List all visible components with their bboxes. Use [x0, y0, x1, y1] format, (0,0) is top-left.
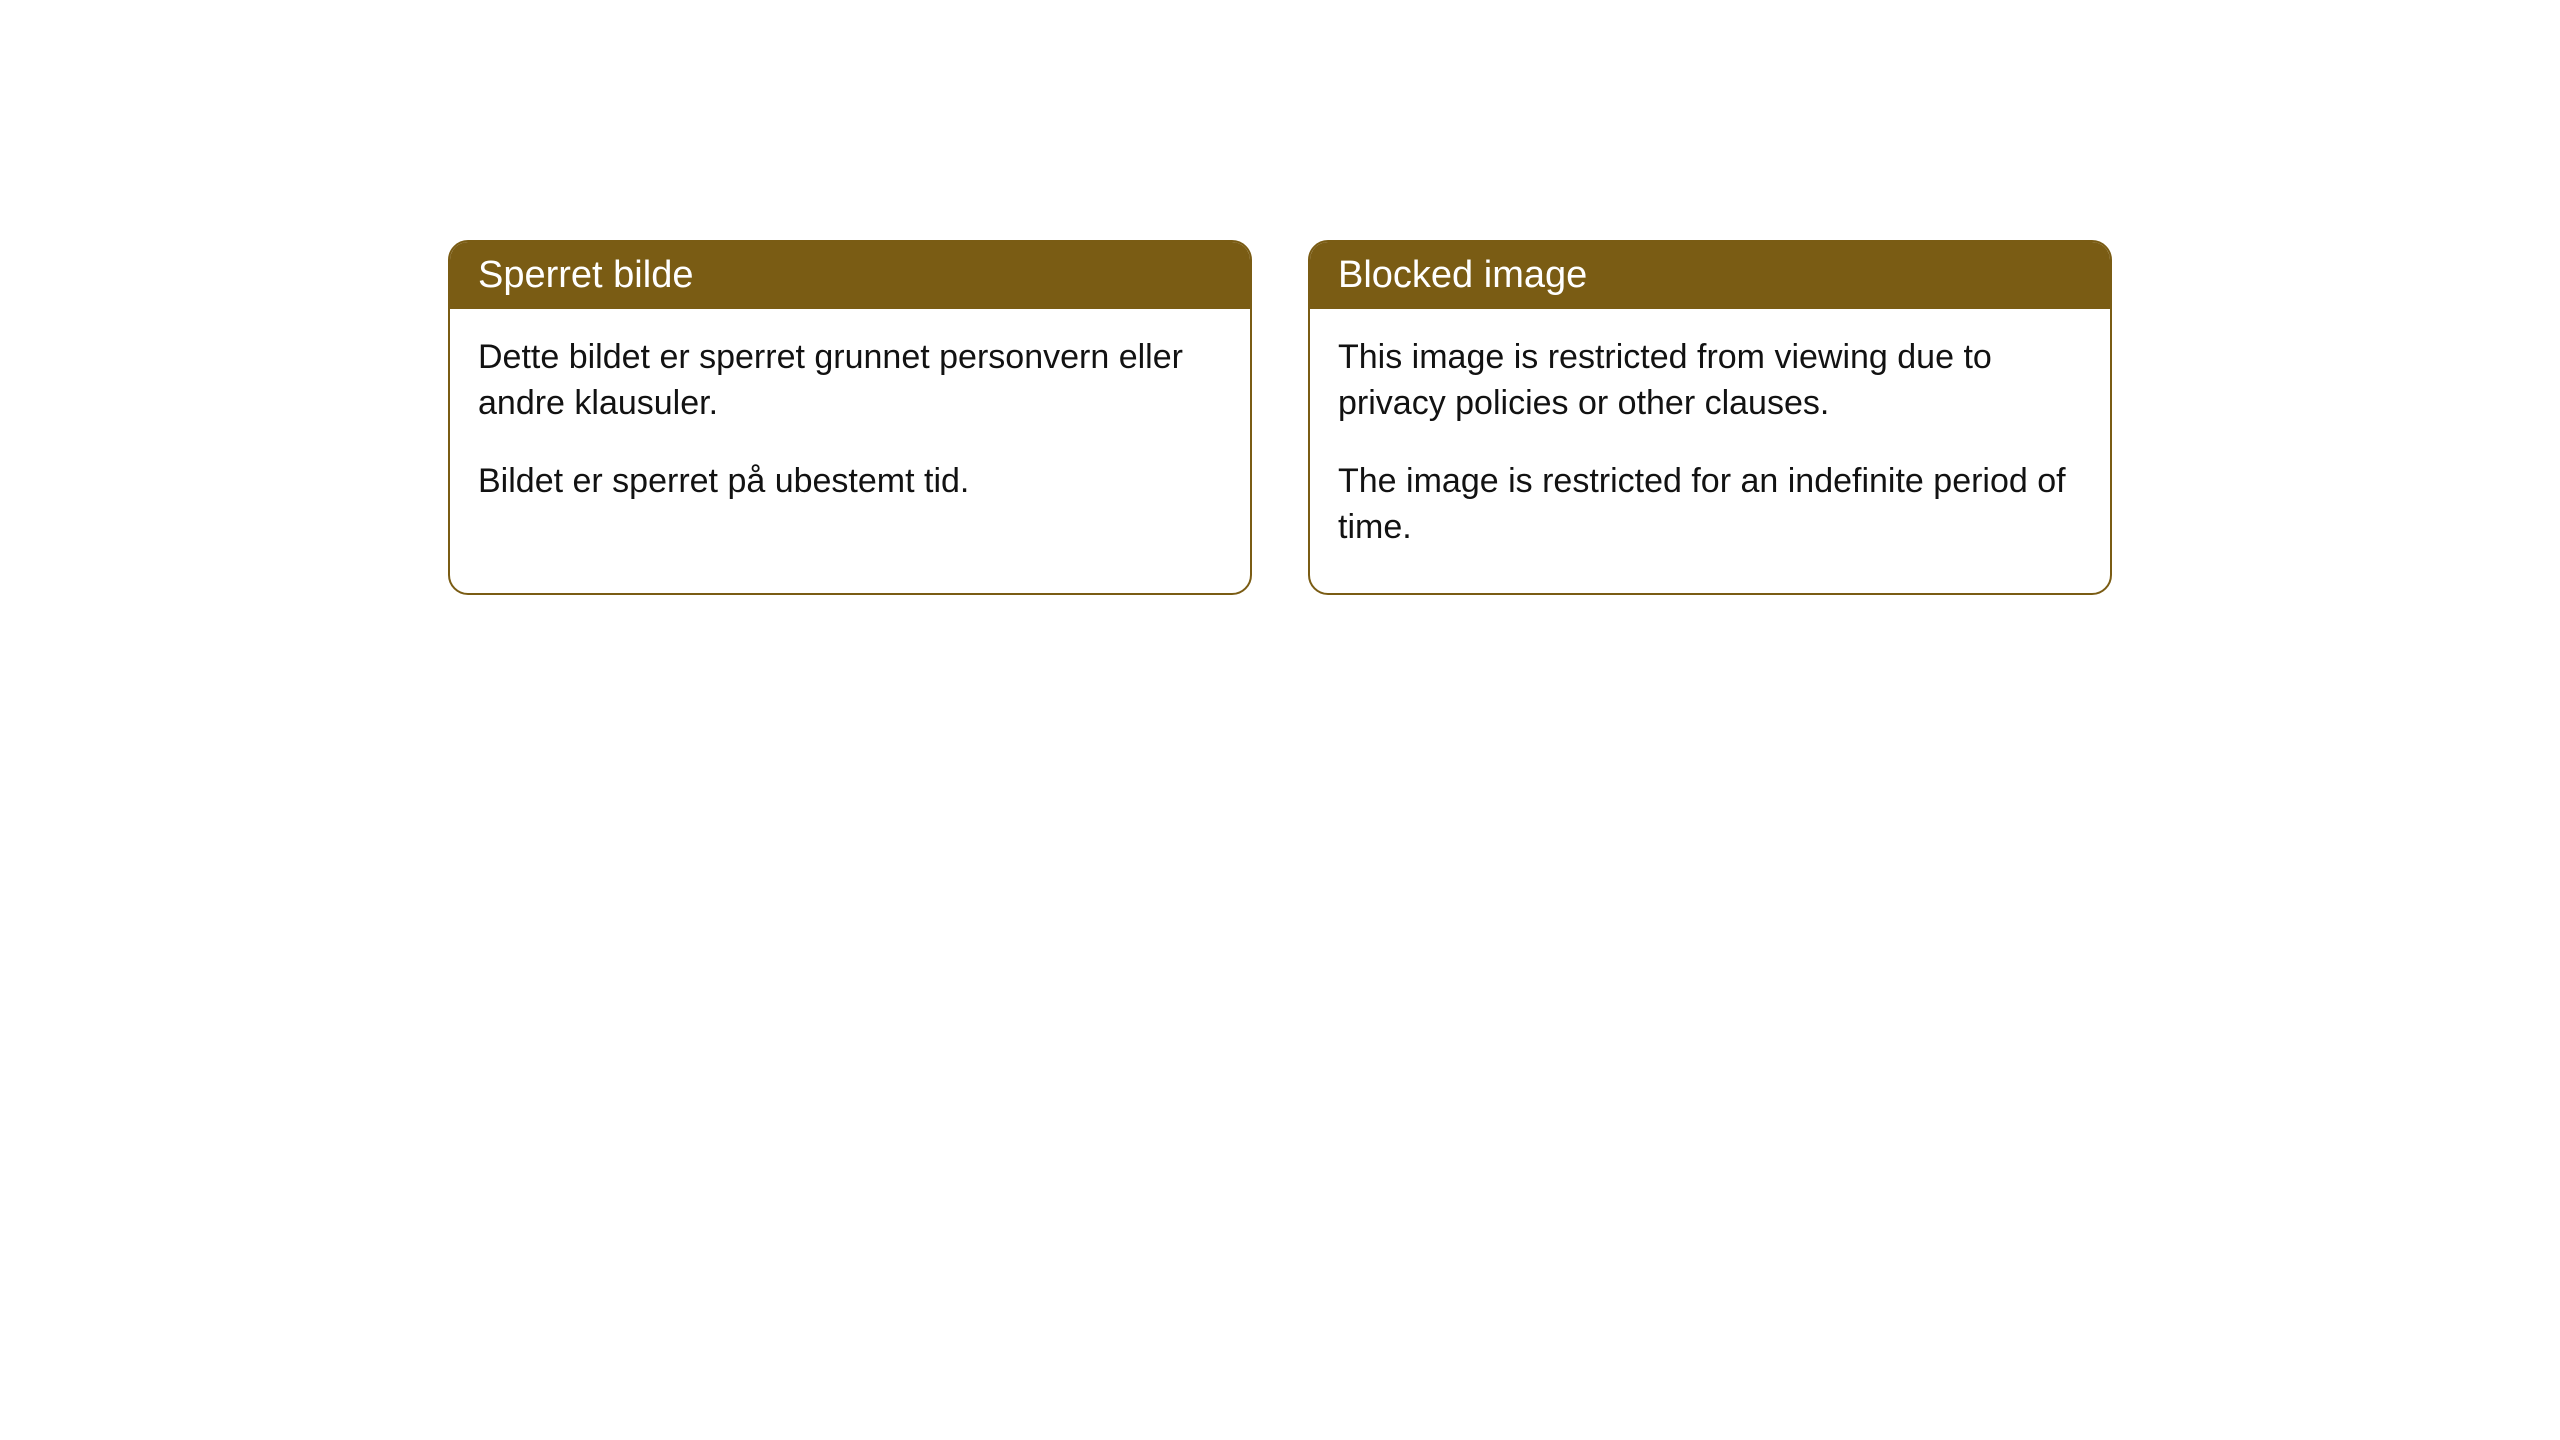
card-paragraph-1: This image is restricted from viewing du… [1338, 335, 2082, 427]
card-body: This image is restricted from viewing du… [1310, 309, 2110, 593]
card-paragraph-1: Dette bildet er sperret grunnet personve… [478, 335, 1222, 427]
card-header: Blocked image [1310, 242, 2110, 309]
card-title: Blocked image [1338, 254, 1587, 296]
card-header: Sperret bilde [450, 242, 1250, 309]
card-norwegian: Sperret bilde Dette bildet er sperret gr… [448, 240, 1252, 595]
card-body: Dette bildet er sperret grunnet personve… [450, 309, 1250, 547]
card-title: Sperret bilde [478, 254, 693, 296]
card-english: Blocked image This image is restricted f… [1308, 240, 2112, 595]
card-paragraph-2: Bildet er sperret på ubestemt tid. [478, 459, 1222, 505]
card-paragraph-2: The image is restricted for an indefinit… [1338, 459, 2082, 551]
cards-container: Sperret bilde Dette bildet er sperret gr… [0, 0, 2560, 595]
